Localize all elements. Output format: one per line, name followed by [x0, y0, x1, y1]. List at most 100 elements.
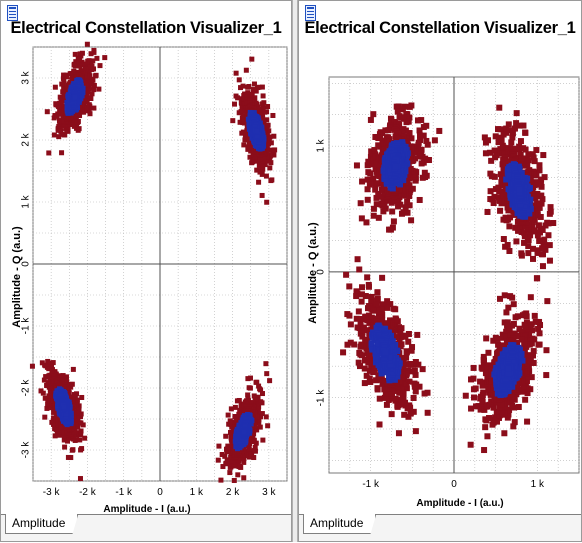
- constellation-point: [375, 214, 382, 221]
- constellation-point: [377, 134, 384, 141]
- constellation-point: [536, 330, 543, 337]
- constellation-point: [406, 378, 413, 385]
- constellation-point: [395, 430, 402, 437]
- constellation-point: [253, 100, 259, 106]
- constellation-point: [511, 125, 518, 132]
- constellation-point: [77, 63, 83, 69]
- x-tick-label: 2 k: [225, 487, 240, 498]
- constellation-point: [392, 163, 399, 170]
- constellation-point: [232, 404, 238, 410]
- constellation-point: [57, 127, 63, 133]
- constellation-point: [492, 355, 499, 362]
- constellation-point: [509, 130, 516, 137]
- constellation-point: [82, 75, 88, 81]
- x-tick-label: -3 k: [42, 487, 60, 498]
- constellation-point: [481, 406, 488, 413]
- constellation-point: [266, 128, 272, 134]
- constellation-point: [522, 325, 529, 332]
- constellation-point: [235, 95, 241, 101]
- constellation-point: [416, 383, 423, 390]
- constellation-point: [533, 147, 540, 154]
- x-axis-label: Amplitude - I (a.u.): [103, 504, 191, 515]
- constellation-point: [510, 386, 517, 393]
- constellation-point: [382, 349, 389, 356]
- constellation-point: [369, 346, 376, 353]
- panel-divider[interactable]: [292, 0, 298, 542]
- constellation-point: [367, 170, 374, 177]
- constellation-point: [378, 327, 385, 334]
- constellation-point: [403, 110, 410, 117]
- constellation-point: [241, 142, 247, 148]
- constellation-point: [424, 141, 431, 148]
- constellation-point: [370, 205, 377, 212]
- constellation-point: [227, 470, 233, 476]
- constellation-point: [512, 314, 519, 321]
- constellation-point: [76, 126, 82, 132]
- constellation-point: [503, 309, 510, 316]
- constellation-plot[interactable]: [1, 1, 293, 543]
- x-axis-label: Amplitude - I (a.u.): [416, 498, 504, 509]
- constellation-point: [340, 349, 347, 356]
- constellation-point: [388, 390, 395, 397]
- x-tick-label: 0: [451, 479, 457, 490]
- constellation-point: [82, 61, 88, 67]
- constellation-point: [373, 377, 380, 384]
- constellation-point: [359, 352, 366, 359]
- constellation-point: [530, 245, 537, 252]
- constellation-point: [382, 127, 389, 134]
- constellation-point: [496, 188, 503, 195]
- constellation-point: [482, 424, 489, 431]
- constellation-point: [529, 327, 536, 334]
- constellation-point: [467, 441, 474, 448]
- constellation-point: [240, 83, 246, 89]
- constellation-point: [524, 418, 531, 425]
- constellation-point: [383, 401, 390, 408]
- constellation-point: [421, 390, 428, 397]
- tab-amplitude[interactable]: Amplitude: [303, 514, 377, 534]
- constellation-point: [412, 428, 419, 435]
- constellation-point: [247, 375, 253, 381]
- constellation-point: [509, 322, 516, 329]
- constellation-point: [245, 146, 251, 152]
- constellation-point: [358, 298, 365, 305]
- tab-amplitude[interactable]: Amplitude: [5, 514, 79, 534]
- constellation-point: [484, 366, 491, 373]
- constellation-point: [406, 175, 413, 182]
- visualizer-title: Electrical Constellation Visualizer_1: [10, 19, 282, 37]
- constellation-point: [247, 140, 253, 146]
- constellation-point: [56, 118, 62, 124]
- constellation-point: [416, 132, 423, 139]
- constellation-point: [411, 383, 418, 390]
- constellation-point: [511, 211, 518, 218]
- constellation-point: [404, 198, 411, 205]
- constellation-point: [534, 190, 541, 197]
- constellation-point: [361, 365, 368, 372]
- constellation-point: [515, 227, 522, 234]
- constellation-plot[interactable]: [299, 1, 582, 543]
- window-app-icon: [7, 5, 18, 21]
- constellation-point: [498, 176, 505, 183]
- constellation-point: [57, 432, 63, 438]
- constellation-point: [504, 414, 511, 421]
- constellation-panel-right: Electrical Constellation Visualizer_1 -1…: [298, 0, 582, 542]
- constellation-point: [545, 232, 552, 239]
- constellation-point: [468, 405, 475, 412]
- constellation-point: [509, 134, 516, 141]
- constellation-point: [245, 441, 251, 447]
- constellation-point: [483, 335, 490, 342]
- constellation-point: [518, 363, 525, 370]
- constellation-point: [530, 359, 537, 366]
- constellation-point: [518, 388, 525, 395]
- constellation-point: [397, 201, 404, 208]
- constellation-point: [396, 354, 403, 361]
- constellation-point: [503, 333, 510, 340]
- constellation-point: [477, 378, 484, 385]
- constellation-point: [61, 72, 67, 78]
- constellation-point: [53, 385, 59, 391]
- constellation-point: [388, 196, 395, 203]
- constellation-point: [72, 51, 78, 57]
- constellation-point: [61, 429, 67, 435]
- constellation-point: [496, 104, 503, 111]
- constellation-point: [488, 373, 495, 380]
- constellation-point: [541, 174, 548, 181]
